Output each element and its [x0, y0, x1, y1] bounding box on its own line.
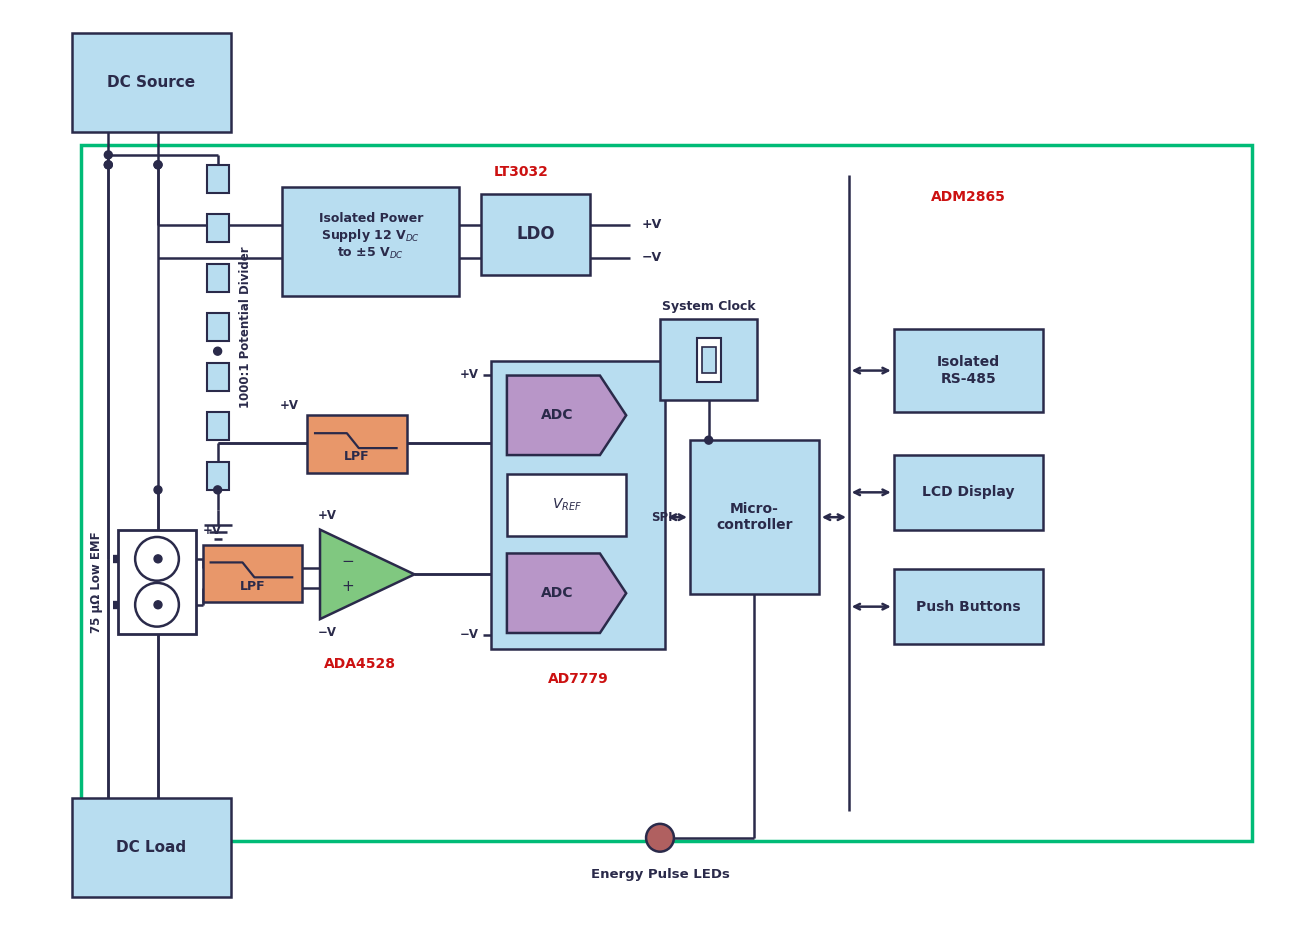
Text: LCD Display: LCD Display	[923, 485, 1015, 499]
FancyBboxPatch shape	[894, 455, 1042, 530]
Circle shape	[104, 151, 112, 159]
FancyBboxPatch shape	[71, 798, 230, 897]
FancyBboxPatch shape	[894, 570, 1042, 644]
FancyBboxPatch shape	[696, 338, 721, 382]
Text: 75 µΩ Low EMF: 75 µΩ Low EMF	[89, 531, 103, 632]
Circle shape	[104, 161, 112, 169]
Text: Micro-
controller: Micro- controller	[716, 502, 792, 533]
Circle shape	[154, 161, 162, 169]
FancyBboxPatch shape	[203, 545, 303, 602]
Polygon shape	[507, 553, 626, 633]
FancyBboxPatch shape	[701, 346, 716, 372]
Circle shape	[154, 486, 162, 493]
Text: +V: +V	[280, 398, 299, 412]
Text: System Clock: System Clock	[662, 301, 755, 314]
Text: ADC: ADC	[541, 587, 574, 600]
FancyBboxPatch shape	[207, 363, 229, 391]
FancyBboxPatch shape	[661, 319, 758, 400]
FancyBboxPatch shape	[482, 194, 591, 276]
Circle shape	[213, 347, 221, 355]
Circle shape	[154, 161, 162, 169]
FancyBboxPatch shape	[207, 165, 229, 193]
FancyBboxPatch shape	[207, 263, 229, 291]
FancyBboxPatch shape	[491, 360, 665, 649]
Text: +: +	[341, 579, 354, 594]
Text: ADM2865: ADM2865	[930, 190, 1005, 204]
Text: +V: +V	[318, 509, 337, 522]
Text: ADA4528: ADA4528	[324, 656, 396, 671]
Circle shape	[154, 555, 162, 563]
Circle shape	[136, 583, 179, 627]
FancyBboxPatch shape	[307, 415, 407, 473]
FancyBboxPatch shape	[207, 214, 229, 242]
FancyBboxPatch shape	[507, 474, 626, 535]
Text: LPF: LPF	[240, 579, 266, 592]
Text: Isolated Power
Supply 12 V$_{DC}$
to ±5 V$_{DC}$: Isolated Power Supply 12 V$_{DC}$ to ±5 …	[318, 211, 422, 262]
FancyBboxPatch shape	[894, 329, 1042, 412]
FancyBboxPatch shape	[207, 462, 229, 490]
Text: LPF: LPF	[343, 451, 370, 464]
FancyBboxPatch shape	[690, 440, 819, 594]
FancyBboxPatch shape	[207, 412, 229, 440]
FancyBboxPatch shape	[71, 33, 230, 132]
FancyBboxPatch shape	[282, 187, 459, 296]
Circle shape	[136, 537, 179, 581]
Text: LDO: LDO	[516, 225, 555, 243]
Polygon shape	[507, 375, 626, 455]
Text: 1000:1 Potential Divider: 1000:1 Potential Divider	[240, 247, 251, 408]
Text: −V: −V	[318, 627, 337, 640]
Text: LT3032: LT3032	[494, 165, 549, 179]
Text: +V: +V	[203, 524, 222, 537]
Text: $V_{REF}$: $V_{REF}$	[551, 496, 582, 513]
Text: ADC: ADC	[541, 409, 574, 423]
Text: DC Load: DC Load	[116, 840, 186, 856]
Text: −: −	[341, 554, 354, 570]
Text: +V: +V	[459, 368, 479, 381]
Circle shape	[705, 437, 713, 444]
Text: Isolated
RS-485: Isolated RS-485	[937, 356, 1000, 385]
Text: Push Buttons: Push Buttons	[916, 600, 1020, 614]
Text: SPI: SPI	[651, 511, 672, 524]
Circle shape	[104, 161, 112, 169]
Text: −V: −V	[642, 251, 662, 264]
FancyBboxPatch shape	[207, 314, 229, 342]
Circle shape	[646, 824, 674, 852]
Text: Energy Pulse LEDs: Energy Pulse LEDs	[591, 868, 729, 881]
Text: AD7779: AD7779	[547, 672, 608, 686]
FancyBboxPatch shape	[118, 530, 196, 634]
Circle shape	[154, 600, 162, 609]
Text: +V: +V	[642, 219, 662, 232]
Circle shape	[213, 486, 221, 493]
Text: −V: −V	[459, 628, 479, 641]
Text: DC Source: DC Source	[107, 74, 195, 89]
Polygon shape	[320, 530, 415, 619]
